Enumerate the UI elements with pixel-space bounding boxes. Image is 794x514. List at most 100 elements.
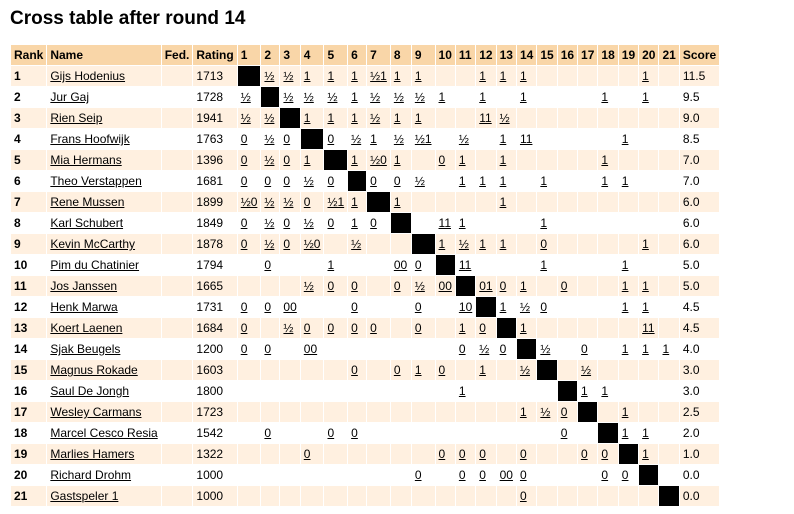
result-cell[interactable]: 1 xyxy=(300,150,324,170)
result-cell[interactable]: ½ xyxy=(261,234,280,254)
result-cell[interactable]: 1 xyxy=(496,66,516,86)
result-cell[interactable]: 1 xyxy=(578,381,598,401)
result-cell[interactable]: 0 xyxy=(348,297,367,317)
result-cell[interactable]: 1 xyxy=(496,171,516,191)
result-cell[interactable]: ½ xyxy=(300,171,324,191)
result-cell[interactable]: 0 xyxy=(516,465,537,485)
result-cell[interactable]: 1 xyxy=(516,402,537,422)
player-link[interactable]: Jur Gaj xyxy=(50,90,90,104)
result-cell[interactable]: 11 xyxy=(476,108,496,128)
result-cell[interactable]: 1 xyxy=(324,66,348,86)
result-cell[interactable]: 1 xyxy=(516,318,537,338)
result-cell[interactable]: 1 xyxy=(618,276,639,296)
result-cell[interactable]: 0 xyxy=(390,171,411,191)
result-cell[interactable]: ½ xyxy=(261,108,280,128)
result-cell[interactable]: 0 xyxy=(237,171,261,191)
result-cell[interactable]: ½1 xyxy=(324,192,348,212)
result-cell[interactable]: 0 xyxy=(280,171,300,191)
result-cell[interactable]: 0 xyxy=(411,465,435,485)
result-cell[interactable]: ½ xyxy=(455,129,476,149)
result-cell[interactable]: 1 xyxy=(659,339,679,359)
result-cell[interactable]: 0 xyxy=(367,318,390,338)
result-cell[interactable]: ½ xyxy=(516,360,537,380)
result-cell[interactable]: 0 xyxy=(411,255,435,275)
result-cell[interactable]: ½ xyxy=(348,234,367,254)
result-cell[interactable]: 0 xyxy=(280,234,300,254)
result-cell[interactable]: 0 xyxy=(237,339,261,359)
result-cell[interactable]: 0 xyxy=(324,171,348,191)
result-cell[interactable]: 1 xyxy=(411,360,435,380)
result-cell[interactable]: ½ xyxy=(280,192,300,212)
result-cell[interactable]: 1 xyxy=(367,129,390,149)
result-cell[interactable]: 0 xyxy=(598,465,618,485)
result-cell[interactable]: 0 xyxy=(348,360,367,380)
player-link[interactable]: Saul De Jongh xyxy=(50,384,130,398)
result-cell[interactable]: 0 xyxy=(300,192,324,212)
player-link[interactable]: Kevin McCarthy xyxy=(50,237,136,251)
player-link[interactable]: Magnus Rokade xyxy=(50,363,138,377)
result-cell[interactable]: 1 xyxy=(455,318,476,338)
result-cell[interactable]: 1 xyxy=(537,255,557,275)
result-cell[interactable]: 1 xyxy=(435,87,455,107)
result-cell[interactable]: 0 xyxy=(411,297,435,317)
result-cell[interactable]: 00 xyxy=(496,465,516,485)
result-cell[interactable]: 1 xyxy=(390,192,411,212)
result-cell[interactable]: ½ xyxy=(237,108,261,128)
result-cell[interactable]: 0 xyxy=(390,276,411,296)
result-cell[interactable]: ½ xyxy=(537,402,557,422)
result-cell[interactable]: 1 xyxy=(476,360,496,380)
result-cell[interactable]: 0 xyxy=(476,444,496,464)
result-cell[interactable]: 1 xyxy=(455,381,476,401)
result-cell[interactable]: ½ xyxy=(300,276,324,296)
result-cell[interactable]: 1 xyxy=(348,192,367,212)
result-cell[interactable]: ½ xyxy=(261,129,280,149)
result-cell[interactable]: ½ xyxy=(261,192,280,212)
result-cell[interactable]: 0 xyxy=(516,444,537,464)
result-cell[interactable]: 1 xyxy=(618,423,639,443)
result-cell[interactable]: 1 xyxy=(516,276,537,296)
result-cell[interactable]: 0 xyxy=(557,402,578,422)
result-cell[interactable]: 0 xyxy=(367,171,390,191)
result-cell[interactable]: 1 xyxy=(435,234,455,254)
player-link[interactable]: Marcel Cesco Resia xyxy=(50,426,158,440)
result-cell[interactable]: ½ xyxy=(367,108,390,128)
result-cell[interactable]: ½ xyxy=(455,234,476,254)
result-cell[interactable]: 11 xyxy=(639,318,659,338)
result-cell[interactable]: 1 xyxy=(618,171,639,191)
result-cell[interactable]: ½ xyxy=(261,66,280,86)
result-cell[interactable]: 1 xyxy=(639,444,659,464)
result-cell[interactable]: 0 xyxy=(348,423,367,443)
result-cell[interactable]: 1 xyxy=(496,192,516,212)
player-link[interactable]: Rien Seip xyxy=(50,111,103,125)
result-cell[interactable]: 1 xyxy=(516,66,537,86)
result-cell[interactable]: 0 xyxy=(280,129,300,149)
result-cell[interactable]: 1 xyxy=(537,213,557,233)
result-cell[interactable]: 0 xyxy=(280,150,300,170)
result-cell[interactable]: ½0 xyxy=(237,192,261,212)
result-cell[interactable]: 0 xyxy=(237,297,261,317)
result-cell[interactable]: 1 xyxy=(598,87,618,107)
result-cell[interactable]: 1 xyxy=(598,150,618,170)
result-cell[interactable]: 1 xyxy=(618,297,639,317)
result-cell[interactable]: ½ xyxy=(324,87,348,107)
result-cell[interactable]: 0 xyxy=(390,360,411,380)
result-cell[interactable]: 1 xyxy=(496,150,516,170)
result-cell[interactable]: 0 xyxy=(435,444,455,464)
player-link[interactable]: Koert Laenen xyxy=(50,321,123,335)
result-cell[interactable]: ½ xyxy=(537,339,557,359)
result-cell[interactable]: 1 xyxy=(476,171,496,191)
result-cell[interactable]: 1 xyxy=(476,87,496,107)
result-cell[interactable]: 1 xyxy=(411,66,435,86)
result-cell[interactable]: 0 xyxy=(324,276,348,296)
result-cell[interactable]: 10 xyxy=(455,297,476,317)
result-cell[interactable]: ½ xyxy=(280,318,300,338)
result-cell[interactable]: 0 xyxy=(537,234,557,254)
result-cell[interactable]: 0 xyxy=(496,276,516,296)
result-cell[interactable]: 0 xyxy=(324,129,348,149)
result-cell[interactable]: 0 xyxy=(237,150,261,170)
result-cell[interactable]: 1 xyxy=(476,234,496,254)
result-cell[interactable]: ½1 xyxy=(411,129,435,149)
player-link[interactable]: Wesley Carmans xyxy=(50,405,142,419)
result-cell[interactable]: 1 xyxy=(496,297,516,317)
player-link[interactable]: Pim du Chatinier xyxy=(50,258,140,272)
